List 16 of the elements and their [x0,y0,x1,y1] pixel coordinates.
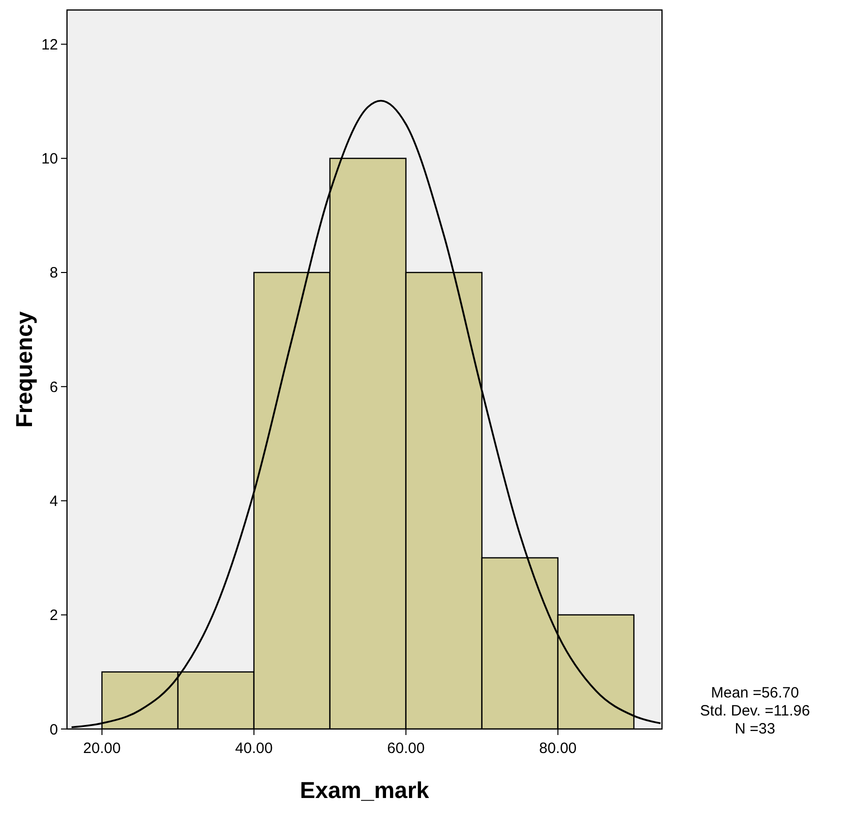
x-tick-label: 20.00 [83,740,121,757]
y-tick-label: 8 [50,264,58,282]
x-tick-label: 60.00 [387,740,425,757]
text: Mean =56.70 [711,684,799,702]
x-axis-title: Exam_mark [300,777,430,803]
y-tick-label: 2 [50,607,58,624]
text: Std. Dev. =11.96 [700,702,810,720]
x-tick-label: 80.00 [539,740,577,757]
y-axis-title: Frequency [11,311,37,428]
x-tick-label: 40.00 [235,740,273,757]
y-tick-label: 10 [41,150,58,168]
y-tick-label: 12 [41,36,58,54]
text: N =33 [734,720,776,738]
y-tick-label: 6 [50,378,58,396]
y-tick-label: 0 [50,721,58,738]
y-tick-label: 4 [50,492,58,510]
